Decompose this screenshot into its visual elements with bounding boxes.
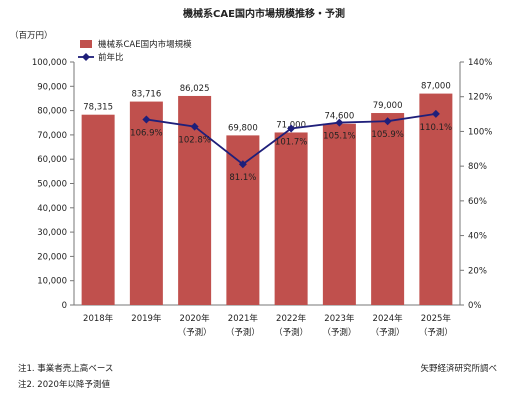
bar bbox=[274, 132, 308, 305]
bar bbox=[419, 93, 453, 305]
yoy-point bbox=[238, 160, 247, 169]
legend-label-yoy: 前年比 bbox=[98, 52, 124, 63]
yoy-point bbox=[190, 122, 199, 131]
bar bbox=[371, 113, 405, 305]
x-tick-sublabel: （予測） bbox=[226, 327, 260, 338]
yoy-value-label: 102.8% bbox=[178, 136, 210, 146]
x-tick-label: 2020年 bbox=[180, 313, 211, 324]
y-left-tick-label: 90,000 bbox=[37, 82, 67, 92]
x-tick-label: 2019年 bbox=[131, 313, 162, 324]
yoy-value-label: 110.1% bbox=[420, 123, 452, 133]
x-tick-sublabel: （予測） bbox=[274, 327, 308, 338]
bar-value-label: 79,000 bbox=[373, 101, 403, 111]
yoy-point bbox=[287, 124, 296, 133]
x-tick-label: 2024年 bbox=[373, 313, 404, 324]
yoy-point bbox=[142, 115, 151, 124]
y-right-tick-label: 20% bbox=[468, 266, 487, 276]
bar bbox=[81, 114, 115, 305]
y-left-tick-label: 20,000 bbox=[37, 252, 67, 262]
y-left-tick-label: 0 bbox=[62, 301, 67, 311]
yoy-point bbox=[431, 109, 440, 118]
y-right-tick-label: 80% bbox=[468, 162, 487, 172]
yoy-value-label: 106.9% bbox=[130, 128, 162, 138]
bar-value-label: 83,716 bbox=[132, 90, 162, 100]
legend-label-market: 機械系CAE国内市場規模 bbox=[98, 39, 192, 50]
x-tick-label: 2023年 bbox=[324, 313, 355, 324]
x-tick-label: 2021年 bbox=[228, 313, 259, 324]
yoy-point bbox=[335, 118, 344, 127]
unit-label: （百万円） bbox=[10, 30, 53, 41]
y-left-tick-label: 100,000 bbox=[32, 58, 67, 68]
y-right-tick-label: 100% bbox=[468, 127, 492, 137]
y-left-tick-label: 60,000 bbox=[37, 155, 67, 165]
x-tick-sublabel: （予測） bbox=[322, 327, 356, 338]
y-right-tick-label: 60% bbox=[468, 197, 487, 207]
y-left-tick-label: 80,000 bbox=[37, 107, 67, 117]
yoy-point bbox=[383, 117, 392, 126]
y-left-tick-label: 70,000 bbox=[37, 131, 67, 141]
bar-value-label: 87,000 bbox=[421, 82, 451, 92]
y-right-tick-label: 40% bbox=[468, 232, 487, 242]
chart: 機械系CAE国内市場規模推移・予測 （百万円） 0 10,000 20,000 30,00… bbox=[10, 7, 492, 338]
x-tick-sublabel: （予測） bbox=[419, 327, 453, 338]
y-left-tick-label: 10,000 bbox=[37, 277, 67, 287]
bar-value-label: 86,025 bbox=[180, 84, 210, 94]
yoy-value-label: 81.1% bbox=[229, 173, 256, 183]
chart-title: 機械系CAE国内市場規模推移・予測 bbox=[183, 7, 345, 20]
y-right-tick-label: 140% bbox=[468, 58, 492, 68]
bar bbox=[322, 123, 356, 305]
x-tick-sublabel: （予測） bbox=[178, 327, 212, 338]
x-tick-label: 2025年 bbox=[421, 313, 452, 324]
yoy-value-label: 101.7% bbox=[275, 137, 307, 147]
legend-marker-yoy bbox=[82, 53, 90, 61]
bar-value-label: 74,600 bbox=[325, 112, 355, 122]
y-right-tick-label: 120% bbox=[468, 93, 492, 103]
bar bbox=[178, 95, 212, 305]
footnote-2: 注2. 2020年以降予測値 bbox=[18, 380, 110, 390]
footnote-1: 注1. 事業者売上高ベース bbox=[18, 364, 114, 374]
bar-value-label: 69,800 bbox=[228, 123, 258, 133]
bar bbox=[129, 101, 163, 305]
x-tick-label: 2018年 bbox=[83, 313, 114, 324]
y-right-tick-label: 0% bbox=[468, 301, 482, 311]
yoy-value-label: 105.1% bbox=[323, 132, 355, 142]
y-left-tick-label: 30,000 bbox=[37, 228, 67, 238]
x-tick-label: 2022年 bbox=[276, 313, 307, 324]
y-left-tick-label: 50,000 bbox=[37, 180, 67, 190]
bar-value-label: 78,315 bbox=[83, 103, 113, 113]
y-left-tick-label: 40,000 bbox=[37, 204, 67, 214]
source-credit: 矢野経済研究所調べ bbox=[420, 364, 497, 374]
legend-swatch-market bbox=[80, 40, 92, 48]
yoy-value-label: 105.9% bbox=[371, 130, 403, 140]
x-tick-sublabel: （予測） bbox=[371, 327, 405, 338]
